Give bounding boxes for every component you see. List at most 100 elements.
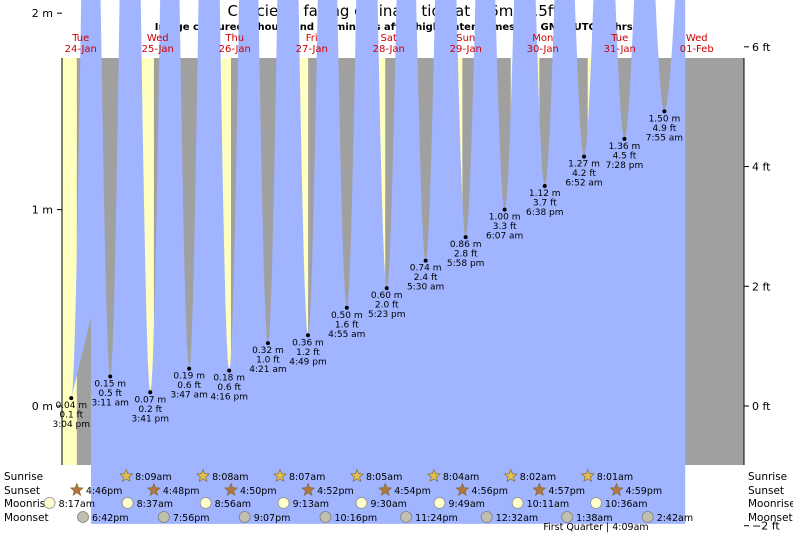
low-tide-label: 1.00 m [489, 213, 521, 223]
sunset-time: 4:57pm [548, 486, 585, 497]
low-tide-label: 0.19 m [173, 372, 205, 382]
sunrise-time: 8:07am [289, 472, 325, 483]
low-tide-label: 2.4 ft [414, 273, 438, 283]
sunset-time: 4:48pm [163, 486, 200, 497]
sunset-icon [69, 482, 84, 496]
moonrise-row-label-left: Moonrise [4, 498, 52, 510]
low-tide-label: 3.7 ft [533, 199, 557, 209]
low-tide-label: 0.07 m [134, 395, 166, 405]
sunrise-icon [273, 468, 287, 482]
day-date: 31-Jan [604, 44, 636, 55]
left-tick-label: 1 m [32, 204, 53, 217]
low-tide-label: 2.0 ft [375, 301, 399, 311]
sunrise-icon [503, 468, 518, 482]
low-tide-label: 3:04 pm [52, 420, 90, 430]
low-tide-label: 7:28 pm [606, 161, 644, 171]
low-tide-point [344, 305, 349, 310]
sunrise-time: 8:02am [520, 472, 556, 483]
sunset-icon [301, 482, 316, 496]
right-tick-label: 2 ft [752, 280, 771, 293]
sunset-time: 4:56pm [471, 486, 508, 497]
low-tide-point [227, 368, 232, 373]
moonset-icon [400, 511, 412, 523]
sunset-icon [609, 482, 624, 496]
day-weekday: Sun [456, 33, 475, 44]
moonrise-icon [511, 497, 524, 509]
low-tide-point [69, 396, 74, 401]
day-weekday: Fri [306, 33, 318, 44]
sunrise-row-label-left: Sunrise [4, 471, 43, 483]
day-date: 29-Jan [450, 44, 482, 55]
sunrise-time: 8:08am [212, 472, 248, 483]
low-tide-label: 0.32 m [252, 346, 284, 356]
moonrise-time: 8:37am [137, 499, 173, 510]
sunset-icon [224, 482, 238, 496]
low-tide-point [108, 374, 113, 379]
low-tide-point [502, 207, 507, 212]
moonset-time: 6:42pm [92, 513, 129, 524]
low-tide-label: 4.5 ft [613, 151, 637, 161]
day-weekday: Tue [610, 33, 628, 44]
moonrise-icon [355, 497, 368, 509]
moonset-time: 11:24pm [415, 513, 458, 524]
low-tide-label: 2.8 ft [454, 250, 478, 260]
low-tide-label: 3:11 am [92, 399, 129, 409]
left-tick-label: 0 m [32, 400, 53, 413]
sunset-icon [378, 482, 393, 496]
sunset-row-label-left: Sunset [4, 485, 40, 497]
moonset-row-label-right: Moonset [748, 512, 793, 524]
day-date: 27-Jan [296, 44, 328, 55]
low-tide-label: 5:30 am [407, 283, 444, 293]
day-weekday: Thu [224, 33, 244, 44]
low-tide-label: 0.15 m [94, 380, 126, 390]
sunrise-icon [580, 468, 595, 482]
moonrise-time: 10:11am [527, 499, 569, 510]
moonset-icon [561, 511, 573, 523]
low-tide-point [622, 136, 627, 141]
sunrise-time: 8:05am [366, 472, 402, 483]
tide-area [71, 0, 686, 524]
sunrise-icon [426, 468, 441, 482]
moonrise-time: 10:36am [605, 499, 647, 510]
low-tide-point [384, 286, 389, 291]
low-tide-label: 4:55 am [328, 330, 365, 340]
moonrise-row-label-right: Moonrise [748, 498, 793, 510]
moonrise-icon [121, 497, 134, 509]
low-tide-label: 4:49 pm [289, 357, 327, 367]
right-tick-label: 4 ft [752, 161, 771, 174]
low-tide-label: 4.9 ft [653, 124, 677, 134]
low-tide-label: 7:55 am [646, 133, 683, 143]
sunset-icon [532, 482, 547, 496]
moonset-time: 12:32am [496, 513, 538, 524]
day-date: 30-Jan [527, 44, 559, 55]
moon-phase-label: First Quarter | 4:09am [543, 522, 648, 533]
sunrise-row-label-right: Sunrise [748, 471, 787, 483]
sunset-time: 4:54pm [394, 486, 431, 497]
low-tide-point [265, 341, 270, 346]
low-tide-label: 3.3 ft [493, 222, 517, 232]
low-tide-label: 4:16 pm [210, 393, 248, 403]
low-tide-point [582, 154, 587, 159]
sunset-time: 4:59pm [626, 486, 663, 497]
moonset-time: 7:56pm [173, 513, 210, 524]
sunset-row-label-right: Sunset [748, 485, 784, 497]
moonset-row-label-left: Moonset [4, 512, 49, 524]
sunset-time: 4:50pm [240, 486, 277, 497]
low-tide-label: 1.36 m [609, 142, 641, 152]
low-tide-label: 0.2 ft [138, 405, 162, 415]
moonset-time: 2:42am [657, 513, 693, 524]
low-tide-label: 0.6 ft [217, 383, 241, 393]
moonset-icon [480, 511, 493, 523]
sunset-icon [146, 482, 161, 496]
sunset-icon [455, 482, 470, 496]
axes: 0 m1 m2 m3 m4 m5 m−2 ft0 ft2 ft4 ft6 ft8… [32, 7, 781, 533]
moonset-icon [641, 511, 654, 523]
sunrise-time: 8:09am [135, 472, 171, 483]
sunrise-time: 8:04am [443, 472, 479, 483]
low-tide-label: 1.0 ft [256, 356, 280, 366]
low-tide-label: 1.27 m [568, 160, 600, 170]
low-tide-label: 6:52 am [565, 179, 602, 189]
right-tick-label: 0 ft [752, 400, 771, 413]
sunrise-time: 8:01am [597, 472, 633, 483]
